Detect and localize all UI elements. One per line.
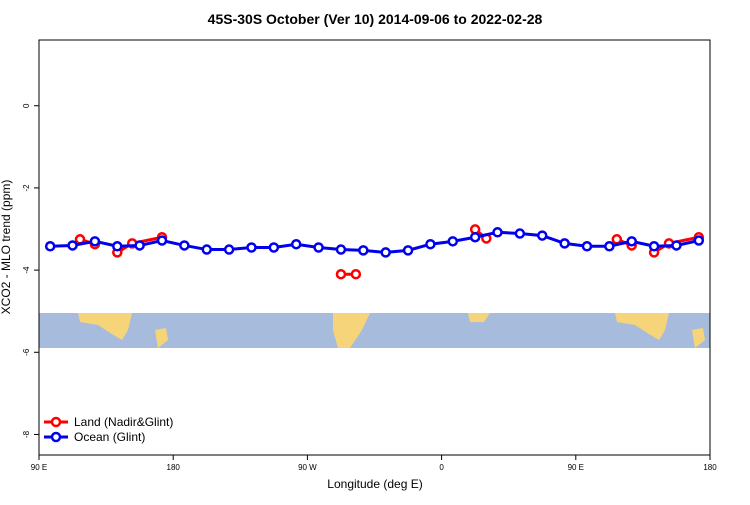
chart-title: 45S-30S October (Ver 10) 2014-09-06 to 2… xyxy=(208,11,543,27)
data-point xyxy=(469,231,481,243)
legend-label: Land (Nadir&Glint) xyxy=(74,415,173,429)
data-point xyxy=(611,234,623,245)
plot-frame xyxy=(38,39,711,456)
data-point xyxy=(671,240,682,251)
x-axis-label: Longitude (deg E) xyxy=(327,477,422,491)
data-point xyxy=(581,241,593,252)
data-point xyxy=(693,235,705,246)
data-point xyxy=(201,244,212,255)
x-tick-label: 90 E xyxy=(31,463,47,472)
x-tick-label: 180 xyxy=(167,463,181,472)
data-point xyxy=(537,230,548,241)
map-strip xyxy=(39,313,710,348)
y-tick-label: -8 xyxy=(22,430,31,438)
data-point xyxy=(89,236,101,247)
data-point xyxy=(335,244,347,255)
data-point xyxy=(290,238,302,250)
legend-marker xyxy=(50,431,62,443)
data-point xyxy=(380,247,391,258)
data-point xyxy=(112,241,123,252)
legend-label: Ocean (Glint) xyxy=(74,430,145,444)
data-point xyxy=(313,242,324,253)
data-point xyxy=(358,245,369,256)
data-point xyxy=(559,238,570,249)
data-point xyxy=(447,236,459,247)
legend-marker xyxy=(50,416,62,428)
data-point xyxy=(492,227,503,238)
data-point xyxy=(604,241,615,252)
y-tick-label: -2 xyxy=(22,184,31,192)
data-point xyxy=(335,268,347,280)
data-point xyxy=(223,244,235,255)
data-point xyxy=(246,242,257,253)
y-tick-label: -6 xyxy=(22,348,31,356)
data-point xyxy=(156,235,168,246)
data-point xyxy=(67,240,78,251)
y-tick-label: -4 xyxy=(22,266,31,274)
data-point xyxy=(179,240,190,251)
data-point xyxy=(514,228,526,239)
data-point xyxy=(626,236,637,247)
x-tick-label: 0 xyxy=(439,463,444,472)
data-point xyxy=(402,245,414,256)
y-tick-label: 0 xyxy=(22,103,31,108)
data-point xyxy=(350,268,362,280)
x-tick-label: 90 W xyxy=(298,463,317,472)
x-tick-label: 180 xyxy=(703,463,717,472)
x-tick-label: 90 E xyxy=(568,463,584,472)
data-point xyxy=(268,242,280,253)
data-point xyxy=(134,240,145,251)
y-axis-label: XCO2 - MLO trend (ppm) xyxy=(0,180,13,315)
data-point xyxy=(648,241,660,252)
data-point xyxy=(425,238,436,250)
data-point xyxy=(44,241,56,252)
